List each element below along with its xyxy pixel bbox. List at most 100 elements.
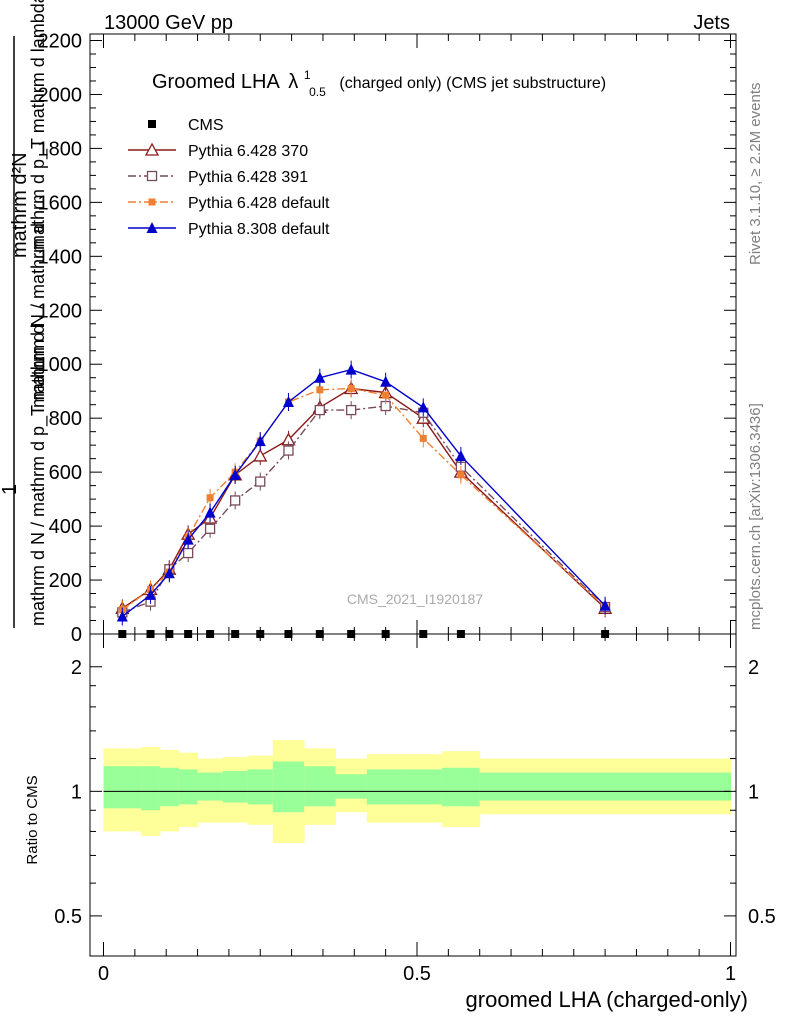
series-group (115, 360, 613, 638)
main-panel: 0 200 400 600 800 1000 1200 1400 1600 1800 2000 220… (38, 31, 737, 646)
data-point-pythia-6-428-391 (255, 476, 266, 487)
data-point-pythia-8-308-default (116, 610, 128, 622)
header-right: Jets (693, 12, 730, 34)
data-point-pythia-6-428-default (206, 494, 214, 502)
data-point-pythia-8-308-default (599, 599, 611, 611)
ratio-y-ticks: 0.5 0.5 1 1 2 2 (54, 657, 776, 928)
y-label-denominator: mathrm d N / mathrm d p_T mathrm d (28, 324, 49, 626)
y-tick-label: 1200 (38, 300, 83, 322)
ratio-y-tick-label: 1 (71, 781, 82, 803)
data-point-pythia-6-428-391 (230, 495, 241, 506)
legend-label-pythia-6-428-370: Pythia 6.428 370 (188, 143, 308, 160)
data-point-pythia-8-308-default (145, 588, 157, 600)
ratio-y-tick-label: 2 (71, 657, 82, 679)
data-point-pythia-6-428-391 (314, 404, 325, 416)
ratio-band-inner (103, 766, 142, 809)
y-label-numerator-2: mathrm d p_T mathrm d lambda (28, 0, 49, 250)
ratio-y-tick-label-right: 2 (748, 657, 759, 679)
ratio-band-inner (366, 769, 405, 805)
series-line-pythia-6-428-391 (122, 405, 606, 614)
ratio-band-inner (178, 769, 199, 805)
data-point-pythia-6-428-default (347, 385, 355, 393)
y-tick-label: 2000 (38, 84, 83, 106)
x-tick-label: 0 (98, 963, 109, 985)
data-point-pythia-6-428-391 (204, 523, 216, 534)
data-point-pythia-6-428-391 (182, 547, 194, 559)
y-label-one: 1 (0, 484, 21, 495)
rivet-label: Rivet 3.1.10, ≥ 2.2M events (747, 83, 764, 266)
legend-label-pythia-6-428-default: Pythia 6.428 default (188, 195, 330, 212)
data-point-pythia-8-308-default (345, 363, 357, 375)
chart-title: Groomed LHA λ 1 0.5 (charged only) (CMS … (152, 62, 606, 101)
x-axis-label: groomed LHA (charged-only) (466, 987, 748, 1012)
main-y-label: mathrm d²N mathrm d p_T mathrm d lambda … (0, 0, 49, 628)
ratio-panel: 0.5 0.51 12 2 0 0.5 1 Ratio to CMS groomed LH… (24, 633, 776, 1012)
ratio-band-inner (272, 761, 305, 813)
series-line-pythia-6-428-default (121, 387, 606, 611)
y-label-denominator-2: mathrm d N / mathrm d (28, 223, 48, 408)
y-tick-label: 800 (49, 408, 82, 430)
data-point-pythia-8-308-default (204, 506, 216, 518)
ratio-band-inner (404, 769, 443, 805)
data-point-pythia-6-428-default (419, 434, 427, 442)
ratio-band-inner (479, 772, 731, 801)
y-tick-label: 1400 (38, 246, 83, 268)
y-tick-label: 600 (49, 462, 82, 484)
mcplots-label: mcplots.cern.ch [arXiv:1306.3436] (747, 403, 764, 630)
main-y-ticks: 0 200 400 600 800 1000 1200 1400 1600 1800 2000 220… (38, 31, 736, 646)
ratio-y-tick-label-right: 1 (748, 781, 759, 803)
data-point-pythia-8-308-default (380, 375, 392, 387)
y-tick-label: 0 (71, 624, 82, 646)
data-point-pythia-8-308-default (163, 567, 175, 579)
legend-marker-pythia-6-428-391 (146, 170, 158, 182)
x-tick-label: 0.5 (403, 963, 431, 985)
ratio-y-tick-label-right: 0.5 (748, 906, 776, 928)
data-point-pythia-8-308-default (182, 533, 194, 545)
y-tick-label: 1600 (38, 192, 83, 214)
series-line-pythia-8-308-default (121, 368, 606, 618)
ratio-band-inner (335, 774, 368, 799)
ratio-x-ticks: 0 0.5 1 (98, 634, 736, 985)
legend-marker-pythia-6-428-370 (144, 142, 160, 156)
y-tick-label: 1000 (38, 354, 83, 376)
data-point-pythia-6-428-370 (253, 448, 268, 462)
data-point-pythia-8-308-default (229, 468, 241, 480)
data-point-pythia-6-428-default (316, 386, 324, 394)
ratio-band-inner (304, 766, 336, 807)
legend-label-cms: CMS (188, 117, 224, 134)
data-point-pythia-8-308-default (314, 371, 326, 383)
legend: CMS Pythia 6.428 370 Pythia 6.428 391 Pythi… (128, 117, 330, 238)
data-point-pythia-8-308-default (417, 401, 429, 413)
ratio-band-inner (222, 770, 249, 803)
legend-label-pythia-6-428-391: Pythia 6.428 391 (188, 169, 308, 186)
ratio-y-tick-label: 0.5 (54, 906, 82, 928)
legend-marker-pythia-8-308-default (146, 222, 158, 233)
data-point-pythia-6-428-391 (346, 404, 357, 416)
data-point-pythia-8-308-default (455, 449, 467, 461)
data-point-pythia-6-428-default (382, 391, 390, 399)
ratio-band-inner (442, 767, 481, 807)
ratio-bands (103, 740, 731, 844)
header-left: 13000 GeV pp (104, 12, 233, 34)
series-line-pythia-6-428-370 (121, 387, 606, 609)
legend-marker-cms (148, 120, 156, 128)
legend-marker-pythia-6-428-default (148, 198, 156, 206)
x-tick-label: 1 (725, 963, 736, 985)
y-tick-label: 1800 (38, 138, 83, 160)
ratio-band-inner (141, 766, 161, 811)
ratio-band-inner (197, 772, 224, 801)
ratio-band-inner (247, 769, 274, 805)
y-tick-label: 400 (49, 516, 82, 538)
analysis-label: CMS_2021_I1920187 (347, 591, 483, 607)
data-point-pythia-6-428-391 (283, 445, 294, 456)
y-tick-label: 200 (49, 570, 82, 592)
ratio-band-inner (159, 767, 180, 807)
data-point-pythia-8-308-default (254, 435, 266, 447)
data-point-pythia-6-428-default (457, 471, 465, 479)
data-point-pythia-8-308-default (282, 395, 294, 407)
ratio-frame (89, 633, 737, 957)
legend-label-pythia-8-308-default: Pythia 8.308 default (188, 221, 330, 238)
y-tick-label: 2200 (38, 31, 83, 53)
ratio-y-label: Ratio to CMS (24, 775, 41, 864)
